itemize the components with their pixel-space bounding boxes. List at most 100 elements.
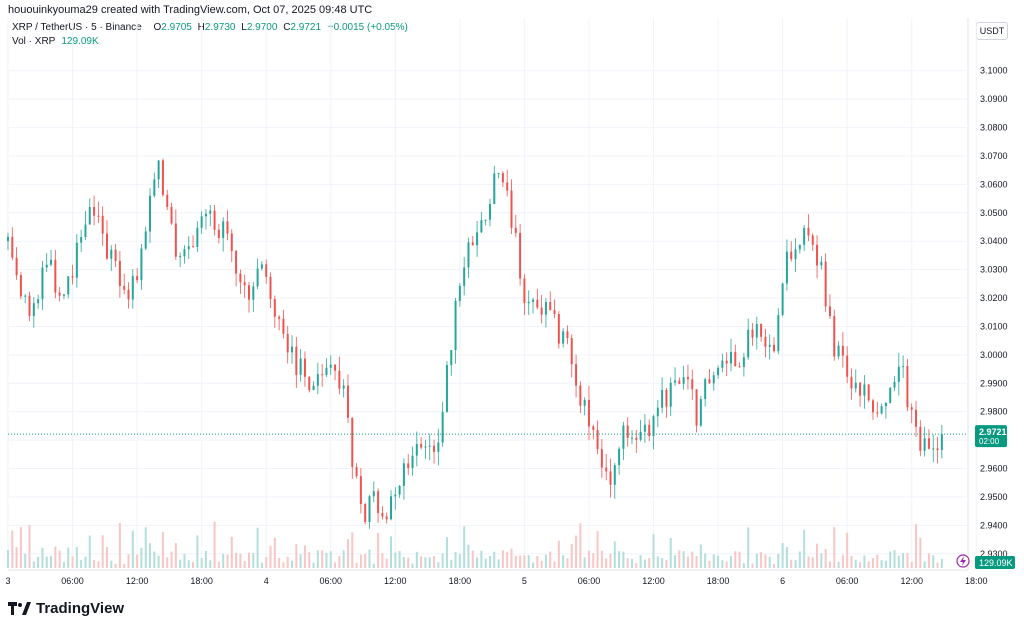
candle-body <box>902 366 905 368</box>
volume-bar <box>252 553 255 568</box>
volume-bar <box>686 556 689 568</box>
candle-body <box>605 467 608 472</box>
candle-body <box>738 366 741 368</box>
candle-body <box>170 207 173 224</box>
candle-body <box>854 382 857 389</box>
volume-bar <box>488 555 491 568</box>
volume-bar <box>161 531 164 568</box>
volume-bar <box>19 526 22 568</box>
candle-body <box>342 385 345 389</box>
candles <box>7 158 943 529</box>
candle-body <box>867 384 870 401</box>
volume-bar <box>58 550 61 568</box>
time-tick-label: 4 <box>264 576 269 586</box>
candle-body <box>549 302 552 311</box>
candle-body <box>785 251 788 284</box>
time-axis[interactable]: 3 06:00 12:00 18:00 4 06:00 12:00 18:00 5 06:00 12… <box>5 576 1024 586</box>
volume-bar <box>209 560 212 568</box>
candle-body <box>415 444 418 456</box>
candle-body <box>488 204 491 220</box>
candle-body <box>312 385 315 391</box>
price-badge-countdown: 02:00 <box>979 437 1000 446</box>
volume-bar <box>316 550 319 568</box>
brand-name: TradingView <box>36 600 125 617</box>
price-tick-label: 3.0000 <box>980 350 1008 360</box>
candle-body <box>532 299 535 302</box>
time-tick-label: 12:00 <box>126 576 149 586</box>
candle-body <box>880 406 883 414</box>
candle-body <box>243 282 246 286</box>
brand-logo[interactable]: TradingView <box>8 600 124 617</box>
candle-body <box>915 409 918 427</box>
candle-body <box>635 437 638 440</box>
volume-bar <box>291 560 294 568</box>
volume-bar <box>613 541 616 568</box>
time-tick-label: 18:00 <box>965 576 988 586</box>
candle-body <box>149 195 152 232</box>
candle-body <box>587 399 590 427</box>
candle-body <box>230 233 233 252</box>
price-tick-label: 3.0100 <box>980 321 1008 331</box>
candle-body <box>471 242 474 246</box>
candle-body <box>204 213 207 217</box>
volume-bar <box>570 544 573 568</box>
volume-bar <box>329 551 332 568</box>
volume-bar <box>790 559 793 568</box>
candle-body <box>674 380 677 383</box>
candle-body <box>544 302 547 315</box>
volume-bar <box>871 558 874 568</box>
volume-bar <box>441 553 444 568</box>
candle-body <box>222 221 225 239</box>
candle-body <box>174 223 177 257</box>
currency-button[interactable]: USDT <box>976 22 1008 40</box>
volume-bar <box>682 551 685 568</box>
candle-body <box>773 344 776 352</box>
volume-bar <box>166 557 169 568</box>
candle-body <box>768 344 771 347</box>
candle-body <box>62 294 65 296</box>
volume-bar <box>575 535 578 568</box>
candle-body <box>639 431 642 440</box>
candle-body <box>833 316 836 357</box>
candle-body <box>303 358 306 377</box>
candle-body <box>519 232 522 279</box>
price-axis[interactable]: 3.1000 3.0900 3.0800 3.0700 3.0600 3.0500 3.04… <box>980 66 1008 559</box>
candle-body <box>105 233 108 259</box>
candle-body <box>889 387 892 403</box>
volume-label[interactable]: Vol · XRP <box>12 36 56 47</box>
candle-body <box>377 491 380 513</box>
price-tick-label: 2.9900 <box>980 378 1008 388</box>
candle-body <box>846 355 849 377</box>
candle-body <box>282 318 285 334</box>
volume-bar <box>50 555 53 568</box>
candle-body <box>841 345 844 356</box>
volume-bar <box>437 562 440 568</box>
candle-body <box>790 251 793 260</box>
volume-bar <box>751 563 754 568</box>
volume-bar <box>308 552 311 568</box>
volume-bar <box>691 551 694 568</box>
candle-body <box>420 444 423 448</box>
time-tick-label: 5 <box>522 576 527 586</box>
candle-body <box>157 160 160 180</box>
candle-body <box>506 182 509 191</box>
volume-bar <box>600 550 603 568</box>
price-tick-label: 3.0700 <box>980 151 1008 161</box>
volume-bar <box>704 553 707 568</box>
volume-bar <box>768 556 771 568</box>
volume-bar <box>118 522 121 568</box>
volume-legend: Vol · XRP 129.09K <box>12 36 99 47</box>
candle-body <box>734 352 737 367</box>
volume-bar <box>940 558 943 568</box>
low-value: 2.9700 <box>246 22 278 33</box>
volume-bar <box>876 554 879 568</box>
candle-body <box>226 221 229 234</box>
volume-bar <box>325 552 328 568</box>
candle-body <box>570 337 573 365</box>
symbol-name[interactable]: XRP / TetherUS · 5 · Binance <box>12 22 142 33</box>
volume-bar <box>695 555 698 568</box>
volume-bar <box>936 562 939 568</box>
high-label: H <box>197 22 205 33</box>
volume-bar <box>514 555 517 568</box>
